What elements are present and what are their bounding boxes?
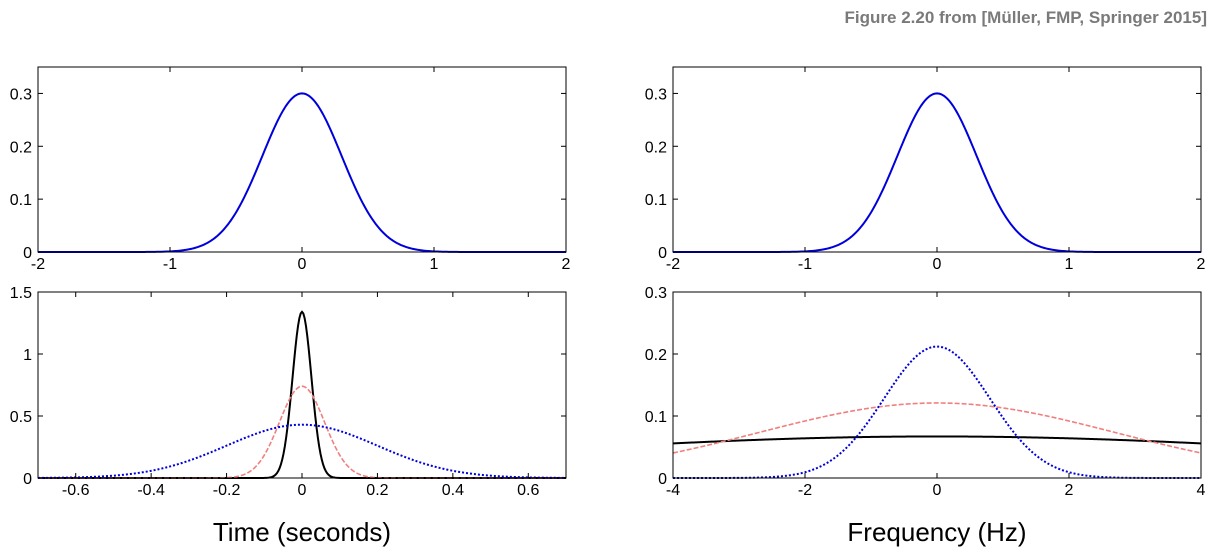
y-tick-label: 0.1 — [645, 409, 667, 426]
x-tick-label: 2 — [1065, 482, 1074, 499]
chart-top-left: -2 -1 0 1 2 0 0.1 0.2 0.3 — [10, 66, 571, 273]
y-tick-label: 1.5 — [10, 285, 32, 302]
y-tick-label: 0.2 — [645, 347, 667, 364]
series-line-2-1 — [38, 385, 566, 479]
x-tick-label: 2 — [1197, 256, 1206, 273]
series-line-3-1 — [672, 402, 1202, 454]
x-tick-label: 1 — [430, 256, 439, 273]
axes-frame — [672, 66, 1202, 253]
x-tick-label: -1 — [163, 256, 177, 273]
x-tick-label: 0 — [933, 256, 942, 273]
x-tick-label: -1 — [798, 256, 812, 273]
x-tick-label: -2 — [31, 256, 45, 273]
y-tick-label: 0 — [23, 471, 32, 488]
series-line-2-2 — [38, 423, 566, 479]
x-tick-label: -2 — [798, 482, 812, 499]
x-tick-label: -0.2 — [213, 482, 241, 499]
y-tick-label: 0.3 — [645, 86, 667, 103]
chart-bottom-right: -4 -2 0 2 4 0 0.1 0.2 0.3 Frequency (Hz) — [645, 285, 1206, 547]
x-tick-label: -0.6 — [62, 482, 90, 499]
x-tick-label: 0.6 — [517, 482, 539, 499]
y-tick-label: 0.2 — [10, 139, 32, 156]
axes-frame — [37, 66, 567, 253]
y-tick-label: 0 — [658, 471, 667, 488]
chart-top-right: -2 -1 0 1 2 0 0.1 0.2 0.3 — [645, 66, 1206, 273]
figure-caption: Figure 2.20 from [Müller, FMP, Springer … — [844, 8, 1207, 27]
x-tick-label: 0 — [298, 482, 307, 499]
x-tick-label: -4 — [666, 482, 680, 499]
x-tick-label: 0 — [298, 256, 307, 273]
axes-frame — [672, 291, 1202, 479]
y-tick-label: 0 — [658, 245, 667, 262]
x-tick-label: 0.2 — [366, 482, 388, 499]
series-line-0-0 — [38, 92, 566, 253]
series-line-1-0 — [673, 92, 1201, 253]
series-line-3-2 — [673, 345, 1201, 479]
axes-frame — [37, 291, 567, 479]
x-tick-label: 0 — [933, 482, 942, 499]
x-axis-label: Time (seconds) — [213, 517, 391, 547]
series-line-2-0 — [38, 310, 566, 479]
series-line-3-0 — [672, 435, 1202, 445]
x-tick-label: -2 — [666, 256, 680, 273]
x-axis-label: Frequency (Hz) — [847, 517, 1026, 547]
x-tick-label: 2 — [562, 256, 571, 273]
x-tick-label: -0.4 — [137, 482, 165, 499]
chart-bottom-left: -0.6 -0.4 -0.2 0 0.2 0.4 0.6 0 0.5 1 1.5 Time (seco… — [10, 285, 567, 547]
x-tick-label: 4 — [1197, 482, 1206, 499]
x-tick-label: 0.4 — [442, 482, 464, 499]
y-tick-label: 0.1 — [10, 192, 32, 209]
y-tick-label: 0.1 — [645, 192, 667, 209]
y-tick-label: 0.3 — [10, 86, 32, 103]
y-tick-label: 1 — [23, 347, 32, 364]
y-tick-label: 0 — [23, 245, 32, 262]
y-tick-label: 0.2 — [645, 139, 667, 156]
x-tick-label: 1 — [1065, 256, 1074, 273]
y-tick-label: 0.5 — [10, 409, 32, 426]
y-tick-label: 0.3 — [645, 285, 667, 302]
